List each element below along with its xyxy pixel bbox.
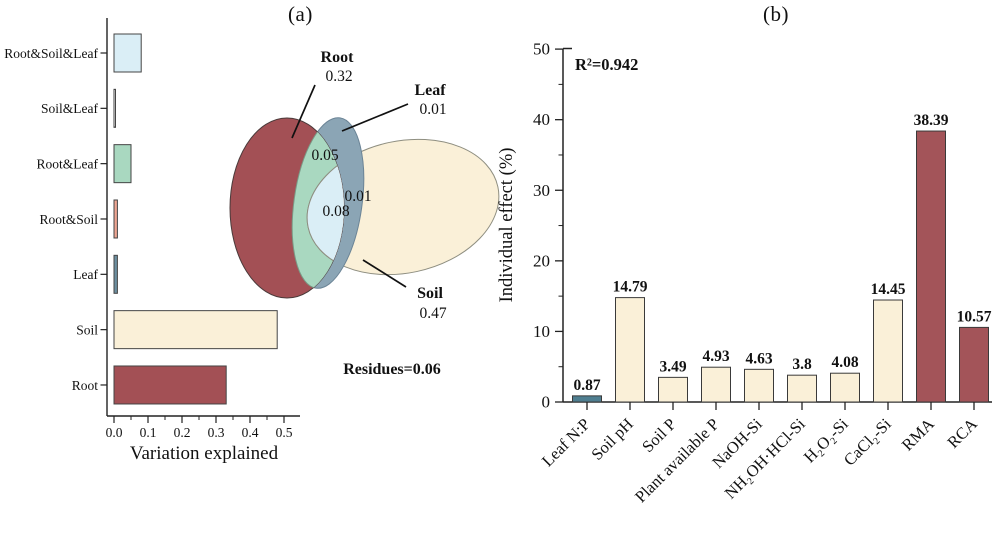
a-category-label: Leaf xyxy=(73,267,98,282)
a-bar xyxy=(113,310,278,350)
a-x-tick-label: 0.5 xyxy=(276,425,293,440)
b-bar-value-label: 38.39 xyxy=(914,112,949,129)
a-bar xyxy=(113,33,142,73)
venn-root-soil-value: 0.01 xyxy=(344,188,371,205)
panel-b-title: (b) xyxy=(763,2,789,26)
b-bar-value-label: 14.45 xyxy=(871,281,906,298)
a-x-tick-label: 0.0 xyxy=(106,425,123,440)
venn-leaf-label: Leaf xyxy=(414,82,446,99)
a-category-label: Root&Soil&Leaf xyxy=(4,46,98,61)
venn-soil-value: 0.47 xyxy=(419,305,446,322)
venn-soil-label: Soil xyxy=(417,285,443,302)
a-category-label: Soil&Leaf xyxy=(41,101,98,116)
b-bar xyxy=(787,374,817,403)
b-bar-value-label: 4.93 xyxy=(702,348,729,365)
a-bar xyxy=(113,199,118,239)
a-bar xyxy=(113,365,227,405)
b-category-label: RCA xyxy=(943,414,980,451)
r-squared-label: R²=0.942 xyxy=(575,55,638,74)
a-x-tick-label: 0.2 xyxy=(174,425,191,440)
b-y-tick-label: 10 xyxy=(533,322,550,341)
b-bar-value-label: 14.79 xyxy=(613,279,648,296)
venn-diagram: Root 0.32 Leaf 0.01 Soil 0.47 0.05 0.01 … xyxy=(229,49,500,378)
b-bar-value-label: 4.08 xyxy=(831,354,858,371)
panel-a-title: (a) xyxy=(288,2,313,26)
a-category-label: Root&Soil xyxy=(39,212,98,227)
venn-root-value: 0.32 xyxy=(325,68,352,85)
variation-explained-bar-chart: Root&Soil&Leaf Soil&Leaf Root&Leaf Root&Soi… xyxy=(4,18,300,464)
a-category-label: Root xyxy=(72,378,99,393)
root-pointer-line xyxy=(291,84,316,139)
b-category-label: CaCl₂-Si xyxy=(840,414,895,469)
a-x-tick-label: 0.1 xyxy=(140,425,157,440)
b-bar xyxy=(916,130,946,403)
b-bar xyxy=(959,326,989,403)
venn-root-label: Root xyxy=(321,49,355,66)
b-category-label: Soil pH xyxy=(587,414,636,463)
a-category-label: Soil xyxy=(76,322,98,337)
b-bar-value-label: 0.87 xyxy=(573,377,600,394)
b-bar-value-label: 4.63 xyxy=(745,350,772,367)
b-y-tick-label: 20 xyxy=(533,251,550,270)
b-bar xyxy=(830,372,860,403)
b-y-tick-label: 0 xyxy=(542,393,551,412)
a-x-axis-title: Variation explained xyxy=(130,443,279,464)
venn-three-way-value: 0.08 xyxy=(322,203,349,220)
b-y-axis-title: Individual effect (%) xyxy=(497,148,517,303)
a-x-tick-label: 0.4 xyxy=(242,425,259,440)
a-category-label: Root&Leaf xyxy=(37,156,99,171)
b-bar xyxy=(615,297,645,403)
individual-effect-bar-chart: 0 10 20 30 40 50 Individual effect (%) R²=0.942… xyxy=(497,40,992,506)
b-y-tick-label: 40 xyxy=(533,110,550,129)
b-bar xyxy=(658,376,688,403)
leaf-pointer-line xyxy=(341,103,409,132)
a-bar xyxy=(113,254,118,294)
a-x-tick-label: 0.3 xyxy=(208,425,225,440)
b-category-label: Leaf N:P xyxy=(538,414,594,470)
b-y-tick-label: 30 xyxy=(533,181,550,200)
b-bar xyxy=(744,368,774,403)
a-bar xyxy=(113,144,132,184)
b-bar xyxy=(701,366,731,403)
venn-three-way-overlap xyxy=(306,138,344,276)
b-bar-value-label: 3.8 xyxy=(792,356,812,373)
residues-label: Residues=0.06 xyxy=(343,361,441,378)
soil-pointer-line xyxy=(362,259,407,288)
b-bar-value-label: 3.49 xyxy=(659,358,686,375)
b-y-tick-label: 50 xyxy=(533,40,550,59)
b-category-label: RMA xyxy=(898,414,938,454)
b-bar-value-label: 10.57 xyxy=(957,308,992,325)
a-bar xyxy=(113,88,116,128)
venn-root-leaf-value: 0.05 xyxy=(311,147,338,164)
b-bar xyxy=(572,395,602,403)
venn-leaf-value: 0.01 xyxy=(419,101,446,118)
b-bar xyxy=(873,299,903,403)
